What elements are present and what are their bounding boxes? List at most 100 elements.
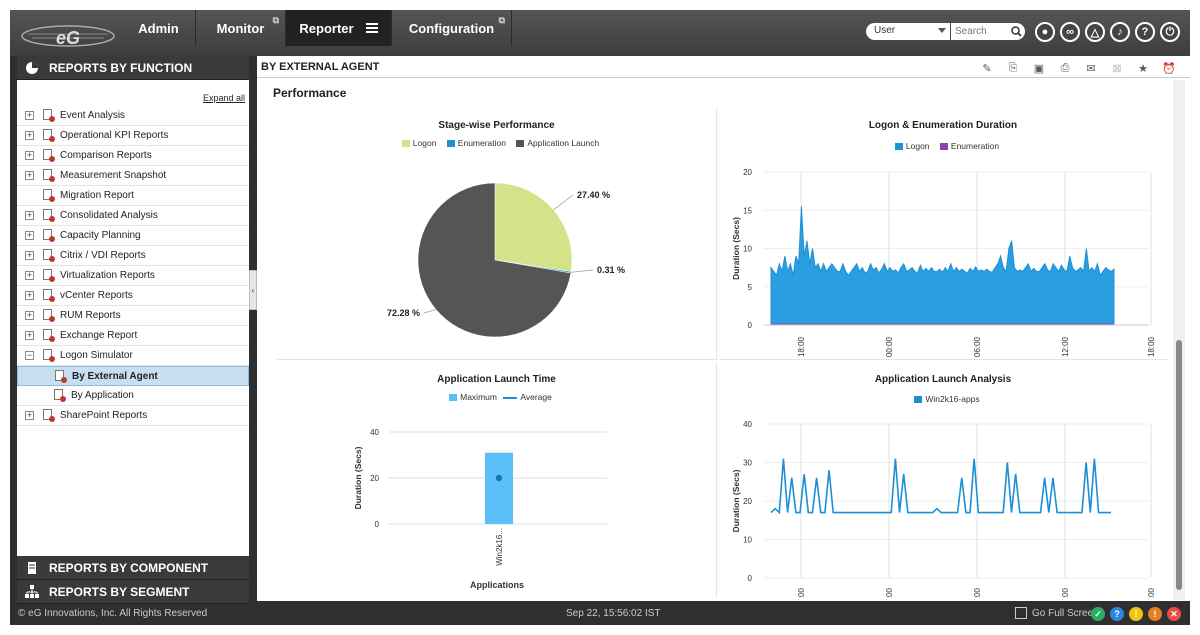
chart-legend: Logon Enumeration [719,141,1167,151]
expand-icon[interactable]: + [25,130,34,140]
menu-icon[interactable] [365,21,378,35]
save-icon[interactable]: ▣ [1033,62,1045,75]
external-link-icon[interactable]: ⧉ [498,15,505,25]
expand-icon[interactable]: + [25,170,34,180]
report-tree: + Event Analysis + Operational KPI Reports +… [17,106,249,426]
report-icon [42,229,55,242]
y-tick-label: 10 [743,536,752,545]
sidebar-item[interactable]: + SharePoint Reports [17,406,249,426]
scrollbar-thumb[interactable] [1176,340,1182,590]
main-scrollbar[interactable] [1173,80,1185,600]
sidebar-item[interactable]: + Event Analysis [17,106,249,126]
search-input[interactable] [951,23,1007,40]
status-critical-icon[interactable]: ✕ [1167,607,1181,621]
section-title: Performance [273,86,347,100]
sidebar-item[interactable]: + Operational KPI Reports [17,126,249,146]
expand-icon[interactable]: + [25,250,34,260]
x-tick-label: 00:00 [885,587,894,598]
power-icon[interactable]: ⏻ [1160,22,1180,42]
sidebar-item[interactable]: + Consolidated Analysis [17,206,249,226]
compare-icon[interactable]: ⎘ [1008,61,1018,74]
bell-icon[interactable]: ♪ [1110,22,1130,42]
tab-configuration-label: Configuration [408,20,495,36]
status-major-icon[interactable]: ! [1148,607,1162,621]
help-icon[interactable]: ? [1135,22,1155,42]
expand-icon[interactable]: + [25,290,34,300]
legend-swatch [894,143,903,151]
eg-logo[interactable]: eG [18,14,118,54]
legend-item[interactable]: Average [520,392,552,402]
status-warning-icon[interactable]: ! [1129,607,1143,621]
sidebar-item[interactable]: + Comparison Reports [17,146,249,166]
tab-configuration[interactable]: Configuration ⧉ [392,10,512,46]
y-axis-label: Duration (Secs) [731,217,741,280]
report-icon [42,109,55,122]
x-tick-label: 18:00 [797,336,806,357]
link-icon[interactable]: ∞ [1060,22,1080,42]
sidebar-collapse-handle[interactable]: ‹ [249,270,257,310]
tab-admin[interactable]: Admin [122,10,196,46]
sidebar-item[interactable]: Migration Report [17,186,249,206]
pie-label-connector [570,269,594,273]
legend-item[interactable]: Enumeration [950,141,1000,151]
fullscreen-icon[interactable] [1015,607,1027,619]
expand-icon[interactable]: + [25,310,34,320]
sidebar-item[interactable]: + Citrix / VDI Reports [17,246,249,266]
sidebar-item[interactable]: By External Agent [17,366,249,386]
external-link-icon[interactable]: ⧉ [272,15,279,25]
expand-icon[interactable]: + [25,330,34,340]
expand-icon[interactable]: + [25,210,34,220]
legend-item[interactable]: Logon [412,138,437,148]
sidebar-item[interactable]: + Virtualization Reports [17,266,249,286]
sidebar-item[interactable]: + vCenter Reports [17,286,249,306]
user-profile-icon[interactable]: ● [1035,22,1055,42]
expand-icon[interactable]: + [25,110,34,120]
report-icon [42,269,55,282]
status-ok-icon[interactable]: ✓ [1091,607,1105,621]
export-excel-icon[interactable]: ⊠ [1112,62,1122,75]
reports-by-component-header[interactable]: REPORTS BY COMPONENT [17,556,249,580]
go-full-screen-link[interactable]: Go Full Screen [1032,608,1099,619]
alert-icon[interactable]: △ [1085,22,1105,42]
search-button[interactable] [1007,23,1025,40]
collapse-icon[interactable]: − [25,350,34,360]
favorite-star-icon[interactable]: ★ [1138,62,1148,75]
sidebar-item[interactable]: + Measurement Snapshot [17,166,249,186]
legend-item[interactable]: Win2k16-apps [925,394,980,404]
server-icon [28,561,36,574]
legend-item[interactable]: Maximum [460,392,497,402]
x-tick-label: Win2k16... [495,528,504,566]
tab-monitor[interactable]: Monitor ⧉ [196,10,286,46]
reports-by-segment-header[interactable]: REPORTS BY SEGMENT [17,580,249,604]
schedule-alarm-icon[interactable]: ⏰ [1162,62,1176,75]
copyright-text: © eG Innovations, Inc. All Rights Reserv… [18,608,208,619]
legend-item[interactable]: Application Launch [527,138,600,148]
expand-icon[interactable]: + [25,410,34,420]
sidebar-item-label: Virtualization Reports [60,270,155,281]
sidebar-item[interactable]: + Capacity Planning [17,226,249,246]
chart-title: Application Launch Time [437,374,556,385]
sidebar-item[interactable]: + Exchange Report [17,326,249,346]
user-select[interactable]: User [866,23,950,40]
sidebar-item[interactable]: + RUM Reports [17,306,249,326]
expand-icon[interactable]: + [25,270,34,280]
sidebar-item[interactable]: − Logon Simulator [17,346,249,366]
sidebar-item[interactable]: By Application [17,386,249,406]
point-average [495,474,503,482]
expand-icon[interactable]: + [25,150,34,160]
line-chart: 0 10 20 30 40 18:00 00:00 06:00 12:00 18:00 Durati… [731,420,1156,598]
email-icon[interactable]: ✉ [1086,62,1096,75]
sidebar-item-label: SharePoint Reports [60,410,148,421]
search-icon [1010,26,1022,37]
status-info-icon[interactable]: ? [1110,607,1124,621]
tab-reporter[interactable]: Reporter [286,10,392,46]
print-icon[interactable]: ⎙ [1060,61,1070,74]
legend-item[interactable]: Logon [905,141,930,151]
expand-icon[interactable]: + [25,230,34,240]
y-tick-label: 20 [370,474,379,483]
edit-report-icon[interactable]: ✎ [982,62,992,75]
legend-item[interactable]: Enumeration [457,138,506,148]
expand-all-link[interactable]: Expand all [202,93,245,103]
report-icon [42,329,55,342]
reports-by-function-header[interactable]: REPORTS BY FUNCTION [17,56,249,80]
